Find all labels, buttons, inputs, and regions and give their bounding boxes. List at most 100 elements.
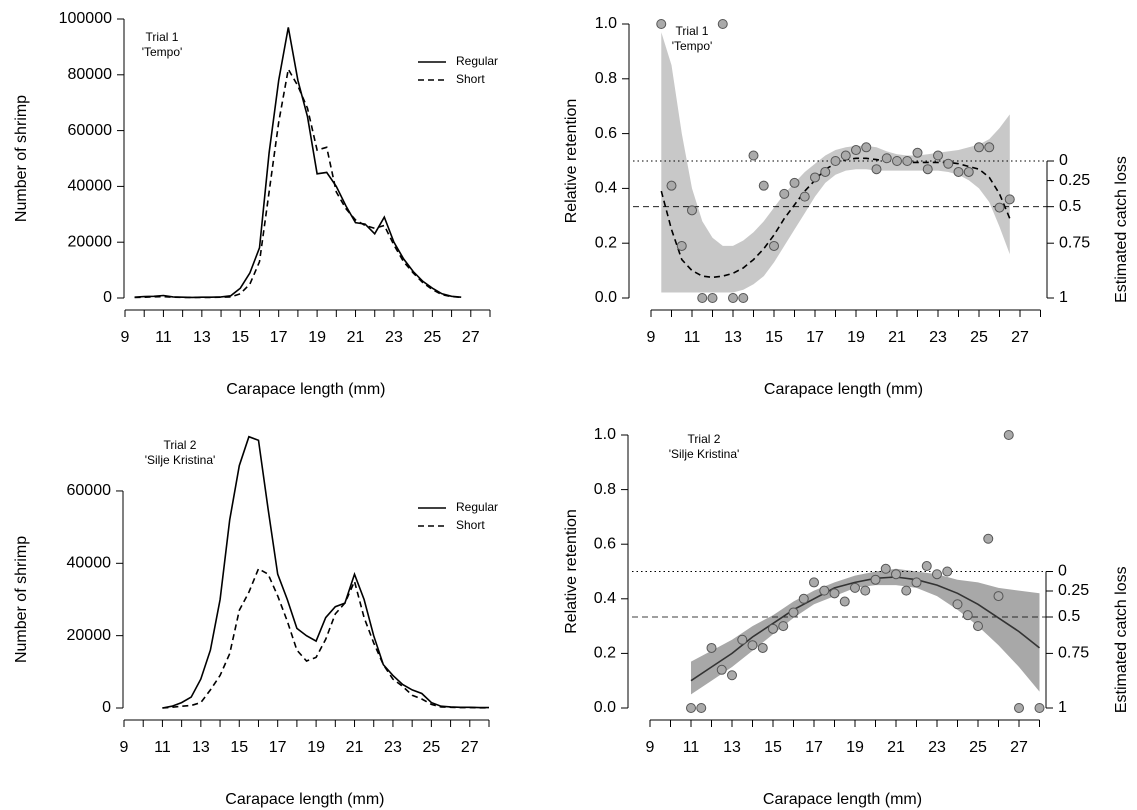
y-tick-label: 0: [102, 699, 111, 716]
x-tick-label: 11: [154, 739, 171, 756]
data-point: [891, 569, 901, 580]
y-tick-label: 40000: [68, 178, 113, 195]
x-tick-label: 21: [888, 329, 906, 346]
data-point: [810, 172, 820, 183]
fit-curve: [690, 576, 1040, 682]
y2-tick-label: 0.5: [1059, 198, 1081, 215]
data-point: [933, 150, 943, 161]
y-axis-label: Number of shrimp: [13, 536, 30, 663]
y2-axis-label: Estimated catch loss: [1113, 156, 1130, 303]
y-tick-label: 80000: [68, 66, 113, 83]
data-point: [861, 142, 872, 153]
x-axis-label: Carapace length (mm): [764, 381, 923, 398]
x-tick-label: 27: [461, 739, 479, 756]
data-point: [942, 566, 953, 577]
data-point: [993, 591, 1004, 602]
data-point: [656, 19, 667, 29]
x-tick-label: 15: [765, 329, 783, 346]
data-point: [973, 621, 983, 632]
y-tick-label: 0.8: [595, 70, 617, 87]
data-point: [778, 621, 789, 632]
x-tick-label: 21: [346, 739, 364, 756]
y-tick-label: 60000: [68, 122, 113, 139]
x-tick-label: 19: [846, 739, 864, 756]
data-line: [162, 567, 489, 709]
data-point: [799, 191, 810, 202]
data-point: [707, 293, 718, 303]
legend-label: Short: [456, 72, 485, 86]
x-tick-label: 13: [192, 739, 210, 756]
x-tick-label: 11: [155, 329, 172, 346]
data-point: [1003, 430, 1014, 440]
data-point: [880, 563, 891, 574]
data-point: [809, 577, 819, 588]
data-point: [851, 145, 861, 156]
x-tick-label: 17: [270, 329, 288, 346]
data-point: [860, 585, 871, 596]
data-point: [850, 582, 860, 593]
y-tick-label: 20000: [67, 627, 112, 644]
data-point: [779, 188, 790, 199]
x-tick-label: 17: [805, 739, 823, 756]
y2-tick-label: 1: [1058, 699, 1067, 716]
data-point: [953, 166, 964, 177]
data-point: [963, 166, 974, 177]
x-tick-label: 27: [1010, 739, 1028, 756]
annotation: Trial 2: [688, 432, 721, 446]
data-point: [912, 147, 923, 158]
data-point: [748, 150, 759, 161]
data-point: [943, 158, 954, 169]
data-point: [870, 574, 881, 585]
data-point: [686, 703, 696, 713]
y-tick-label: 0.4: [594, 590, 616, 607]
x-tick-label: 15: [764, 739, 782, 756]
data-line: [134, 27, 462, 299]
x-tick-label: 19: [307, 739, 325, 756]
y2-tick-label: 0.75: [1058, 645, 1089, 662]
x-tick-label: 25: [423, 329, 441, 346]
x-tick-label: 13: [723, 739, 741, 756]
data-point: [757, 642, 768, 653]
data-point: [952, 599, 963, 610]
y2-tick-label: 0.25: [1059, 172, 1090, 189]
x-tick-label: 9: [121, 329, 130, 346]
y-tick-label: 1.0: [594, 426, 616, 443]
data-point: [840, 150, 851, 161]
data-point: [901, 585, 912, 596]
y-tick-label: 20000: [68, 233, 113, 250]
annotation: 'Tempo': [672, 39, 713, 53]
x-tick-label: 25: [970, 329, 988, 346]
y-tick-label: 0.8: [594, 481, 616, 498]
data-point: [839, 596, 850, 607]
y-tick-label: 0.2: [594, 645, 616, 662]
y-tick-label: 60000: [67, 482, 112, 499]
data-point: [983, 533, 994, 544]
data-line: [162, 435, 489, 709]
data-point: [830, 156, 841, 166]
y-tick-label: 0.6: [594, 535, 616, 552]
data-point: [994, 202, 1005, 213]
x-tick-label: 13: [193, 329, 211, 346]
x-tick-label: 23: [384, 739, 402, 756]
annotation: 'Silje Kristina': [145, 453, 216, 467]
y-tick-label: 40000: [67, 555, 112, 572]
x-tick-label: 23: [385, 329, 403, 346]
data-point: [747, 640, 758, 651]
y2-tick-label: 0.25: [1058, 582, 1089, 599]
data-point: [666, 180, 677, 191]
x-tick-label: 23: [928, 739, 946, 756]
x-tick-label: 15: [230, 739, 248, 756]
y2-tick-label: 1: [1059, 289, 1068, 306]
data-point: [1034, 703, 1045, 713]
data-point: [892, 156, 902, 166]
data-point: [881, 153, 892, 164]
data-point: [932, 569, 942, 580]
x-tick-label: 25: [422, 739, 440, 756]
y-tick-label: 0.4: [595, 180, 617, 197]
data-point: [922, 164, 933, 175]
data-point: [1004, 194, 1015, 205]
x-tick-label: 25: [969, 739, 987, 756]
data-point: [737, 634, 748, 645]
data-point: [974, 142, 984, 153]
